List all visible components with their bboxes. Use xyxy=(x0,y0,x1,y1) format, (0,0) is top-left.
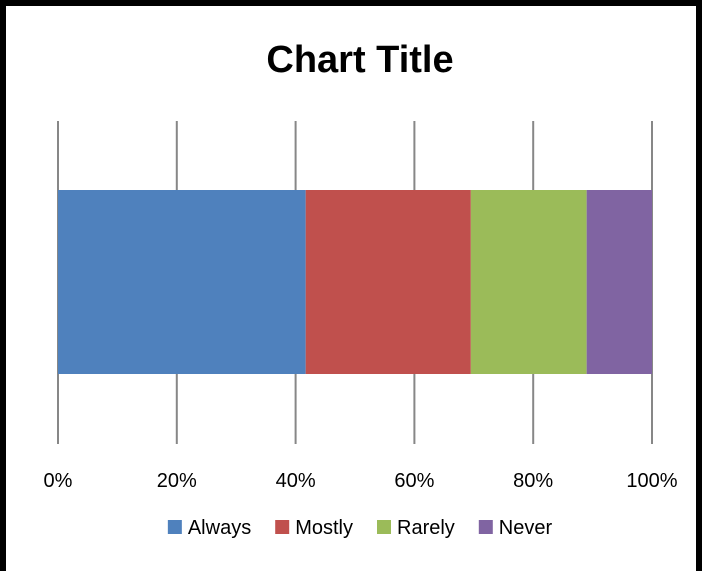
legend-swatch xyxy=(478,520,493,534)
x-axis-ticks: 0% 20% 40% 60% 80% 100% xyxy=(44,470,678,492)
chart-title: Chart Title xyxy=(266,39,453,81)
x-tick-label: 60% xyxy=(394,470,434,492)
legend-swatch xyxy=(377,520,391,534)
x-tick-label: 100% xyxy=(626,470,677,492)
x-tick-label: 80% xyxy=(513,470,553,492)
bar-segment-mostly xyxy=(305,190,471,374)
x-tick-label: 40% xyxy=(276,470,316,492)
legend-item-never: Never xyxy=(478,517,553,539)
legend-label: Always xyxy=(188,517,251,539)
legend-label: Mostly xyxy=(295,517,353,539)
legend-item-always: Always xyxy=(167,517,251,539)
bar-segment-always xyxy=(58,190,306,374)
x-tick-label: 20% xyxy=(157,470,197,492)
x-tick-label: 0% xyxy=(44,470,73,492)
legend: Always Mostly Rarely Never xyxy=(167,517,553,539)
legend-item-rarely: Rarely xyxy=(377,517,455,539)
bar-segment-rarely xyxy=(470,190,587,374)
bar-segments xyxy=(58,190,652,374)
bar-segment-never xyxy=(586,190,652,374)
legend-swatch xyxy=(167,520,182,534)
legend-label: Never xyxy=(499,517,553,539)
legend-label: Rarely xyxy=(397,517,455,539)
legend-item-mostly: Mostly xyxy=(275,517,353,539)
legend-swatch xyxy=(275,520,290,534)
